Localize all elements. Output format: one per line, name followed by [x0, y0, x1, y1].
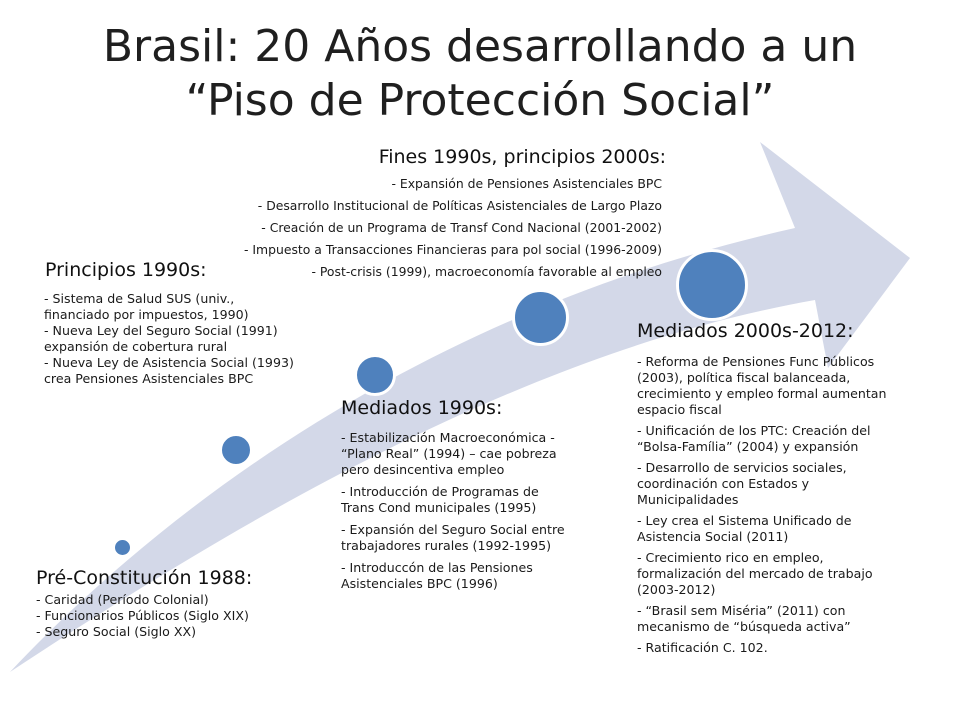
stage-item: - Unificación de los PTC: Creación del “… — [637, 423, 871, 454]
slide-title-line-2: “Piso de Protección Social” — [185, 75, 775, 126]
timeline-node-2 — [219, 433, 253, 467]
stage-item: - Caridad (Período Colonial) — [36, 592, 209, 607]
stage-items-mid2000s: - Reforma de Pensiones Func Públicos (20… — [637, 354, 899, 661]
timeline-node-3 — [354, 354, 396, 396]
stage-item: - Expansión del Seguro Social entre trab… — [341, 522, 565, 553]
stage-title-mid2000s: Mediados 2000s-2012: — [637, 320, 854, 342]
stage-item: - Post-crisis (1999), macroeconomía favo… — [311, 264, 662, 279]
stage-item: - Expansión de Pensiones Asistenciales B… — [391, 176, 662, 191]
stage-item: - Introduccón de las Pensiones Asistenci… — [341, 560, 533, 591]
timeline-node-4 — [512, 289, 569, 346]
stage-item: - “Brasil sem Miséria” (2011) con mecani… — [637, 603, 851, 634]
stage-title-early1990s: Principios 1990s: — [45, 259, 207, 281]
stage-item: - Ratificación C. 102. — [637, 640, 768, 655]
stage-item: - Creación de un Programa de Transf Cond… — [261, 220, 662, 235]
stage-item: - Impuesto a Transacciones Financieras p… — [243, 242, 662, 257]
stage-item: - Reforma de Pensiones Func Públicos (20… — [637, 354, 887, 417]
stage-item: - Introducción de Programas de Trans Con… — [341, 484, 539, 515]
timeline-node-1 — [112, 537, 133, 558]
stage-item: - Ley crea el Sistema Unificado de Asist… — [637, 513, 852, 544]
stage-items-pre1988: - Caridad (Período Colonial) - Funcionar… — [36, 592, 296, 640]
stage-items-early1990s: - Sistema de Salud SUS (univ., financiad… — [44, 291, 296, 387]
stage-title-pre1988: Pré-Constitución 1988: — [36, 567, 253, 589]
timeline-node-5 — [676, 249, 748, 321]
stage-item: - Seguro Social (Siglo XX) — [36, 624, 196, 639]
stage-item: - Nueva Ley de Asistencia Social (1993) … — [44, 355, 294, 386]
stage-item: - Crecimiento rico en empleo, formalizac… — [637, 550, 873, 597]
stage-item: - Sistema de Salud SUS (univ., financiad… — [44, 291, 249, 322]
stage-items-mid1990s: - Estabilización Macroeconómica - “Plano… — [341, 430, 573, 598]
stage-item: - Funcionarios Públicos (Siglo XIX) — [36, 608, 249, 623]
stage-item: - Desarrollo de servicios sociales, coor… — [637, 460, 847, 507]
stage-items-late1990s: - Expansión de Pensiones Asistenciales B… — [244, 176, 662, 286]
stage-title-late1990s: Fines 1990s, principios 2000s: — [378, 146, 666, 168]
slide-title-line-1: Brasil: 20 Años desarrollando a un — [102, 21, 858, 72]
stage-item: - Estabilización Macroeconómica - “Plano… — [341, 430, 557, 477]
stage-item: - Desarrollo Institucional de Políticas … — [257, 198, 662, 213]
stage-title-mid1990s: Mediados 1990s: — [341, 397, 503, 419]
stage-item: - Nueva Ley del Seguro Social (1991) exp… — [44, 323, 278, 354]
